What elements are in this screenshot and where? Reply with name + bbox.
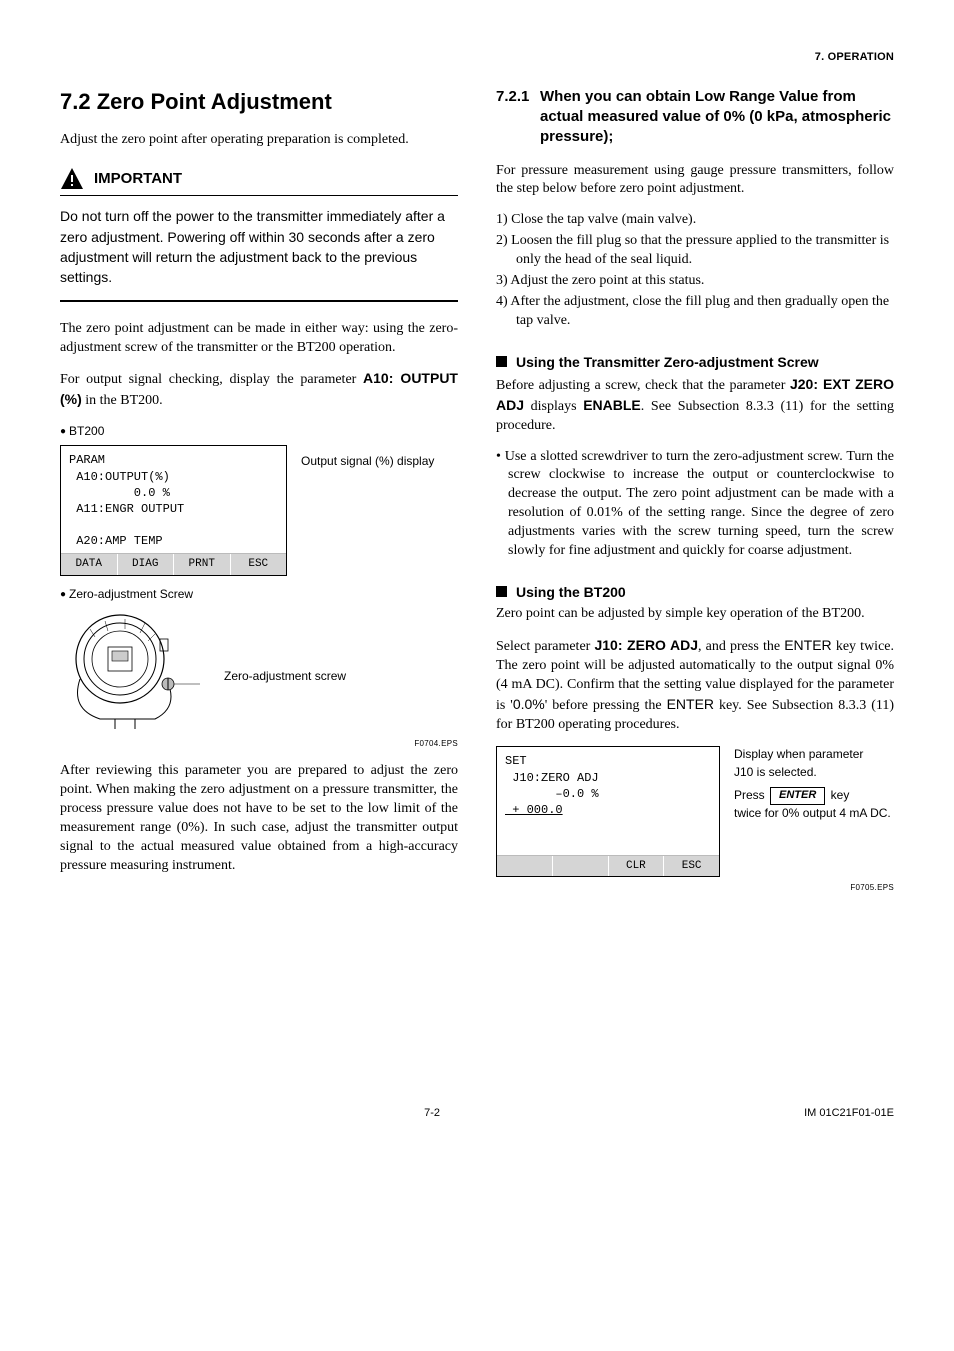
lcd-btn-diag: DIAG: [118, 554, 175, 575]
transmitter-illustration: [60, 609, 210, 736]
paragraph: After reviewing this parameter you are p…: [60, 762, 458, 875]
important-label: IMPORTANT: [94, 169, 182, 189]
step-item: 2) Loosen the fill plug so that the pres…: [496, 232, 894, 270]
bullet-item: Use a slotted screwdriver to turn the ze…: [496, 448, 894, 561]
enter-key-icon: ENTER: [770, 787, 825, 805]
paragraph: For pressure measurement using gauge pre…: [496, 162, 894, 200]
page-footer: 7-2 IM 01C21F01-01E: [60, 1106, 894, 1121]
intro-paragraph: Adjust the zero point after operating pr…: [60, 131, 458, 150]
lcd-btn-data: DATA: [61, 554, 118, 575]
lcd-display-param: PARAM A10:OUTPUT(%) 0.0 % A11:ENGR OUTPU…: [60, 445, 287, 576]
step-item: 1) Close the tap valve (main valve).: [496, 211, 894, 230]
screw-label: Zero-adjustment screw: [224, 660, 346, 685]
lcd-btn-esc: ESC: [664, 856, 719, 877]
step-item: 4) After the adjustment, close the fill …: [496, 293, 894, 331]
lcd-display-set: SET J10:ZERO ADJ –0.0 % + 000.0 CLR ESC: [496, 746, 720, 877]
zero-adj-screw-subhead: Zero-adjustment Screw: [60, 586, 458, 602]
lcd-btn-esc: ESC: [231, 554, 287, 575]
square-heading: Using the BT200: [496, 583, 894, 601]
paragraph: Select parameter J10: ZERO ADJ, and pres…: [496, 636, 894, 734]
figure-ref: F0704.EPS: [60, 739, 458, 750]
lcd-btn-blank: [497, 856, 553, 877]
right-column: 7.2.1 When you can obtain Low Range Valu…: [496, 87, 894, 906]
chapter-header: 7. OPERATION: [60, 50, 894, 65]
important-box: IMPORTANT Do not turn off the power to t…: [60, 167, 458, 301]
bt200-subhead: BT200: [60, 423, 458, 439]
step-list: 1) Close the tap valve (main valve). 2) …: [496, 211, 894, 330]
paragraph: The zero point adjustment can be made in…: [60, 320, 458, 358]
paragraph: Before adjusting a screw, check that the…: [496, 375, 894, 436]
paragraph: Zero point can be adjusted by simple key…: [496, 605, 894, 624]
square-heading: Using the Transmitter Zero-adjustment Sc…: [496, 353, 894, 371]
figure-ref: F0705.EPS: [496, 883, 894, 894]
section-title: 7.2 Zero Point Adjustment: [60, 87, 458, 117]
lcd-btn-prnt: PRNT: [174, 554, 231, 575]
step-item: 3) Adjust the zero point at this status.: [496, 272, 894, 291]
page-number: 7-2: [424, 1106, 440, 1121]
left-column: 7.2 Zero Point Adjustment Adjust the zer…: [60, 87, 458, 906]
lcd-side-caption: Display when parameter J10 is selected. …: [734, 746, 891, 822]
subsection-title: 7.2.1 When you can obtain Low Range Valu…: [496, 87, 894, 148]
lcd-btn-clr: CLR: [609, 856, 665, 877]
doc-id: IM 01C21F01-01E: [804, 1106, 894, 1121]
bullet-list: Use a slotted screwdriver to turn the ze…: [496, 448, 894, 561]
lcd-caption: Output signal (%) display: [301, 445, 434, 470]
paragraph: For output signal checking, display the …: [60, 369, 458, 411]
lcd-btn-blank: [553, 856, 609, 877]
warning-icon: [60, 167, 84, 191]
important-body: Do not turn off the power to the transmi…: [60, 206, 458, 301]
